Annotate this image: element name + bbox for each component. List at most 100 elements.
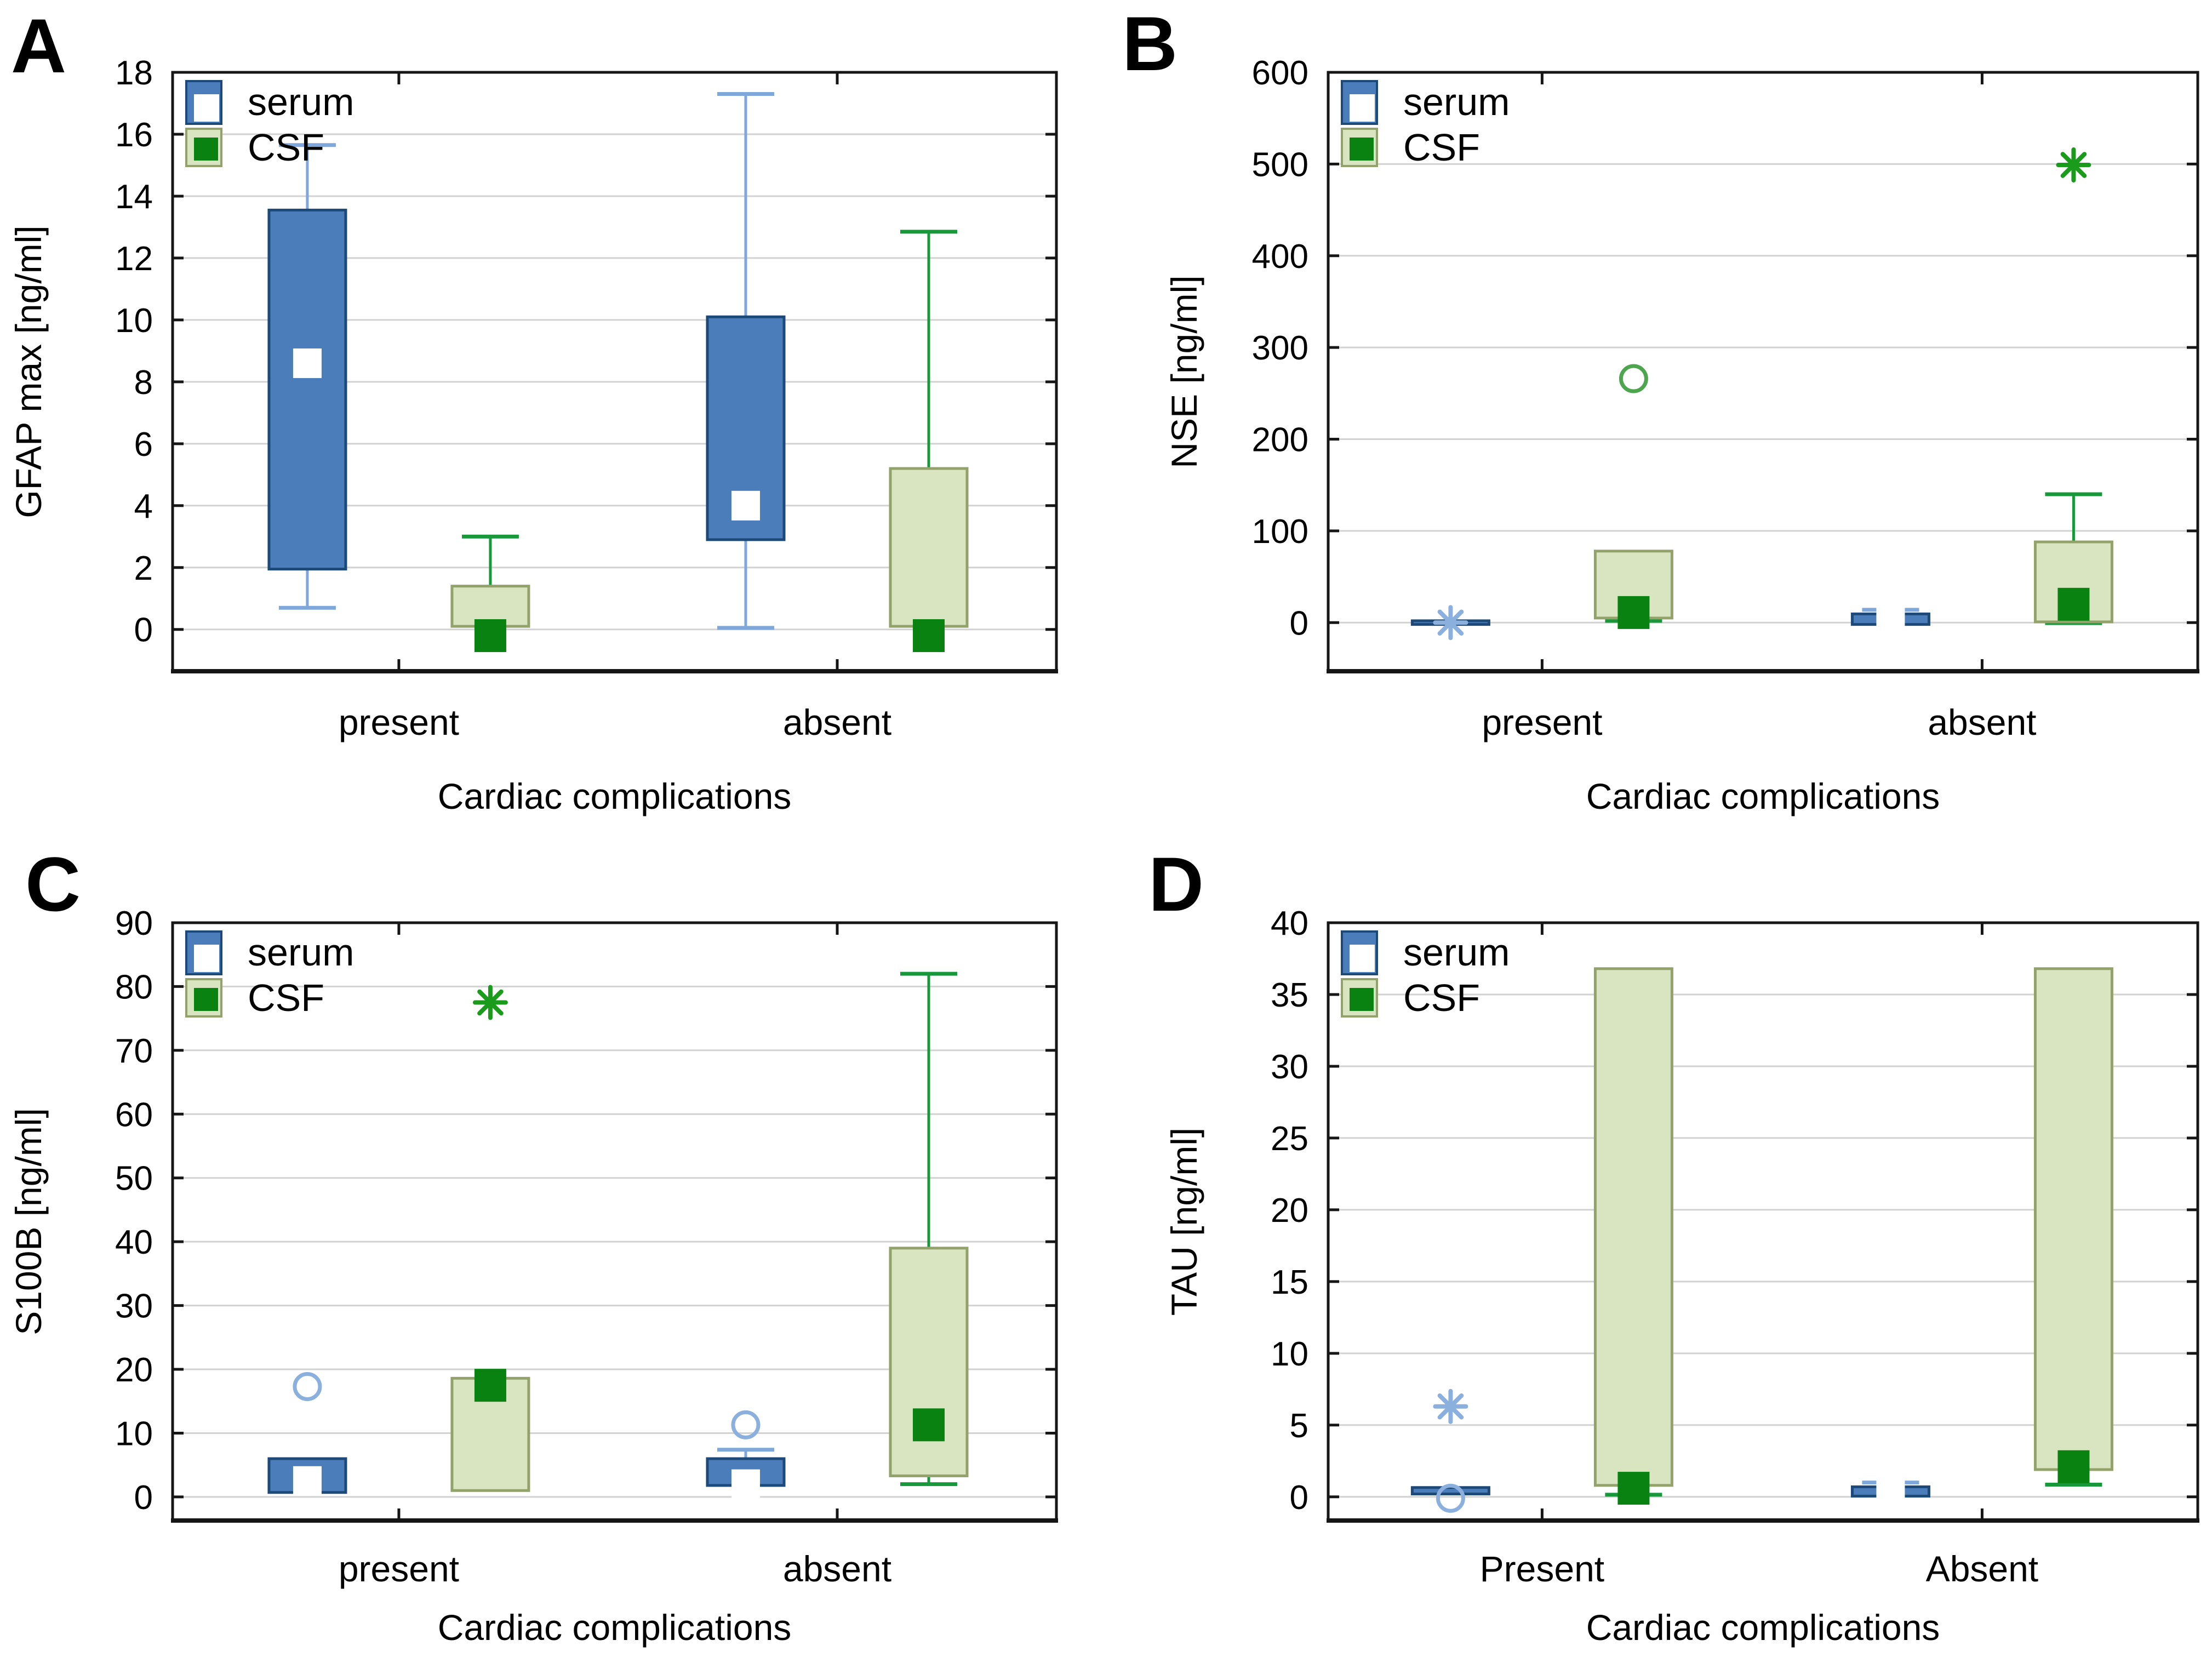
panel-c-box-serum-present-outlier-circle: [293, 1371, 322, 1401]
panel-c-legend-swatch-serum-inner: [194, 945, 219, 972]
panel-d-box-csf-present: [1593, 967, 1673, 1487]
panel-a-y-tick-label: 12: [115, 240, 153, 278]
panel-b-x-category-label: present: [1482, 702, 1602, 742]
panel-a-x-category-label: absent: [783, 702, 891, 742]
panel-d-legend-label-serum: serum: [1403, 931, 1510, 974]
panel-c-box-serum-present-median-marker: [293, 1466, 322, 1496]
panel-c-y-tick-label: 90: [115, 905, 153, 942]
panel-c-y-tick-label: 40: [115, 1224, 153, 1261]
panel-a-box-serum-present: [267, 208, 347, 571]
panel-b-x-category-label: absent: [1928, 702, 2036, 742]
panel-a-box-csf-absent-median-marker: [912, 619, 945, 653]
panel-b-legend-swatch-serum-inner: [1350, 94, 1375, 122]
panel-b-y-tick-label: 200: [1252, 421, 1308, 459]
panel-a-y-tick-label: 18: [115, 54, 153, 92]
panel-d-y-axis-title: TAU [ng/ml]: [1164, 1128, 1204, 1316]
panel-b-x-axis-title: Cardiac complications: [1586, 776, 1940, 816]
panel-c-y-tick-label: 10: [115, 1415, 153, 1453]
panel-a-x-axis-title: Cardiac complications: [438, 776, 792, 816]
panel-c-y-tick-label: 80: [115, 968, 153, 1006]
panel-d-box-serum-absent-median-marker: [1876, 1477, 1905, 1507]
panel-a-y-tick-label: 2: [134, 550, 153, 587]
panel-c-y-tick-label: 30: [115, 1288, 153, 1325]
panel-c-box-csf-absent: [889, 1247, 969, 1477]
panel-d-box-serum-present-outlier-asterisk: [1437, 1393, 1464, 1420]
panel-c-box-csf-present-outlier-asterisk: [477, 989, 504, 1016]
panel-d-box-csf-absent: [2033, 967, 2113, 1471]
panel-d-x-category-label: Present: [1480, 1548, 1604, 1589]
panel-c-y-tick-label: 20: [115, 1351, 153, 1389]
panel-d-legend-swatch-csf-inner: [1350, 988, 1374, 1011]
panel-c-x-axis-title: Cardiac complications: [438, 1607, 792, 1648]
panel-c-box-serum-absent-outlier-circle: [731, 1410, 761, 1439]
panel-d-y-tick-label: 5: [1290, 1407, 1308, 1445]
panel-a-box-serum-present-median-marker: [293, 348, 322, 378]
panel-b-y-tick-label: 600: [1252, 54, 1308, 92]
panel-d-x-category-label: Absent: [1926, 1548, 2038, 1589]
panel-a-y-tick-label: 8: [134, 364, 153, 402]
panel-c-y-tick-label: 70: [115, 1032, 153, 1070]
panel-b-legend-label-csf: CSF: [1403, 126, 1480, 169]
panel-c-x-category-label: present: [339, 1548, 459, 1589]
panel-a-legend-label-csf: CSF: [248, 126, 324, 169]
panel-b-y-tick-label: 400: [1252, 238, 1308, 276]
panel-b-y-tick-label: 500: [1252, 146, 1308, 184]
panel-c-x-category-label: absent: [783, 1548, 891, 1589]
panel-c-box-csf-absent-median-marker: [912, 1408, 945, 1442]
panel-b-y-tick-label: 0: [1290, 604, 1308, 642]
panel-d-box-csf-present-median-marker: [1617, 1472, 1650, 1505]
panel-d-y-tick-label: 10: [1271, 1335, 1308, 1373]
panel-label-d: D: [1148, 841, 1204, 927]
panel-a-x-category-label: present: [339, 702, 459, 742]
panel-c-legend-swatch-csf-inner: [194, 988, 218, 1011]
panel-d-x-axis-title: Cardiac complications: [1586, 1607, 1940, 1648]
panel-c-legend-label-serum: serum: [248, 931, 354, 974]
panel-d-y-tick-label: 40: [1271, 905, 1308, 942]
panel-d-y-tick-label: 25: [1271, 1120, 1308, 1158]
panel-d-y-tick-label: 20: [1271, 1192, 1308, 1230]
panel-a-box-serum-absent-median-marker: [731, 490, 760, 521]
panel-d-y-tick-label: 35: [1271, 976, 1308, 1014]
panel-b-box-csf-absent-median-marker: [2057, 587, 2090, 621]
panel-b-box-csf-absent-outlier-asterisk: [2060, 152, 2087, 178]
panel-c-y-tick-label: 0: [134, 1479, 153, 1517]
panel-c-legend-label-csf: CSF: [248, 976, 324, 1019]
panel-c-y-axis-title: S100B [ng/ml]: [8, 1108, 49, 1335]
panel-c-y-tick-label: 60: [115, 1096, 153, 1134]
panel-d-y-tick-label: 30: [1271, 1048, 1308, 1086]
panel-a-legend-swatch-csf-inner: [194, 138, 218, 161]
panel-c-box-csf-present-median-marker: [474, 1369, 506, 1402]
panel-a-y-tick-label: 16: [115, 116, 153, 154]
panel-b-box-serum-absent-median-marker: [1876, 604, 1905, 635]
panel-b-legend-swatch-csf-inner: [1350, 138, 1374, 161]
panel-b-box-csf-present-median-marker: [1617, 596, 1650, 629]
panel-b-legend-label-serum: serum: [1403, 81, 1510, 123]
panel-d-y-tick-label: 0: [1290, 1479, 1308, 1517]
panel-a-y-tick-label: 0: [134, 612, 153, 649]
panel-b-y-axis-title: NSE [ng/ml]: [1164, 275, 1204, 468]
panel-b-y-tick-label: 100: [1252, 513, 1308, 551]
panel-d-box-csf-absent-median-marker: [2057, 1450, 2090, 1483]
panel-a-box-csf-present-median-marker: [474, 619, 506, 653]
panel-label-b: B: [1122, 1, 1178, 87]
panel-d-legend-swatch-serum-inner: [1350, 945, 1375, 972]
panel-d-legend-label-csf: CSF: [1403, 976, 1480, 1019]
panel-d-box-serum-present: [1410, 1486, 1490, 1496]
panel-a-y-tick-label: 4: [134, 488, 153, 525]
panel-a-y-axis-title: GFAP max [ng/ml]: [8, 225, 49, 518]
panel-b-box-serum-present-outlier-asterisk: [1437, 609, 1464, 636]
panel-a-y-tick-label: 6: [134, 426, 153, 464]
panel-a-legend-swatch-serum-inner: [194, 94, 219, 122]
panel-b-y-tick-label: 300: [1252, 329, 1308, 367]
panel-d-box-serum-present-outlier-circle: [1436, 1483, 1465, 1513]
panel-a-box-csf-absent: [889, 467, 969, 628]
panel-c-box-serum-absent-median-marker: [731, 1469, 760, 1499]
panel-b-box-csf-present-outlier-circle: [1619, 364, 1648, 393]
panel-a-legend-label-serum: serum: [248, 81, 354, 123]
panel-label-a: A: [11, 3, 67, 89]
panel-label-c: C: [25, 841, 81, 927]
panel-a-y-tick-label: 14: [115, 178, 153, 216]
panel-d-y-tick-label: 15: [1271, 1264, 1308, 1301]
